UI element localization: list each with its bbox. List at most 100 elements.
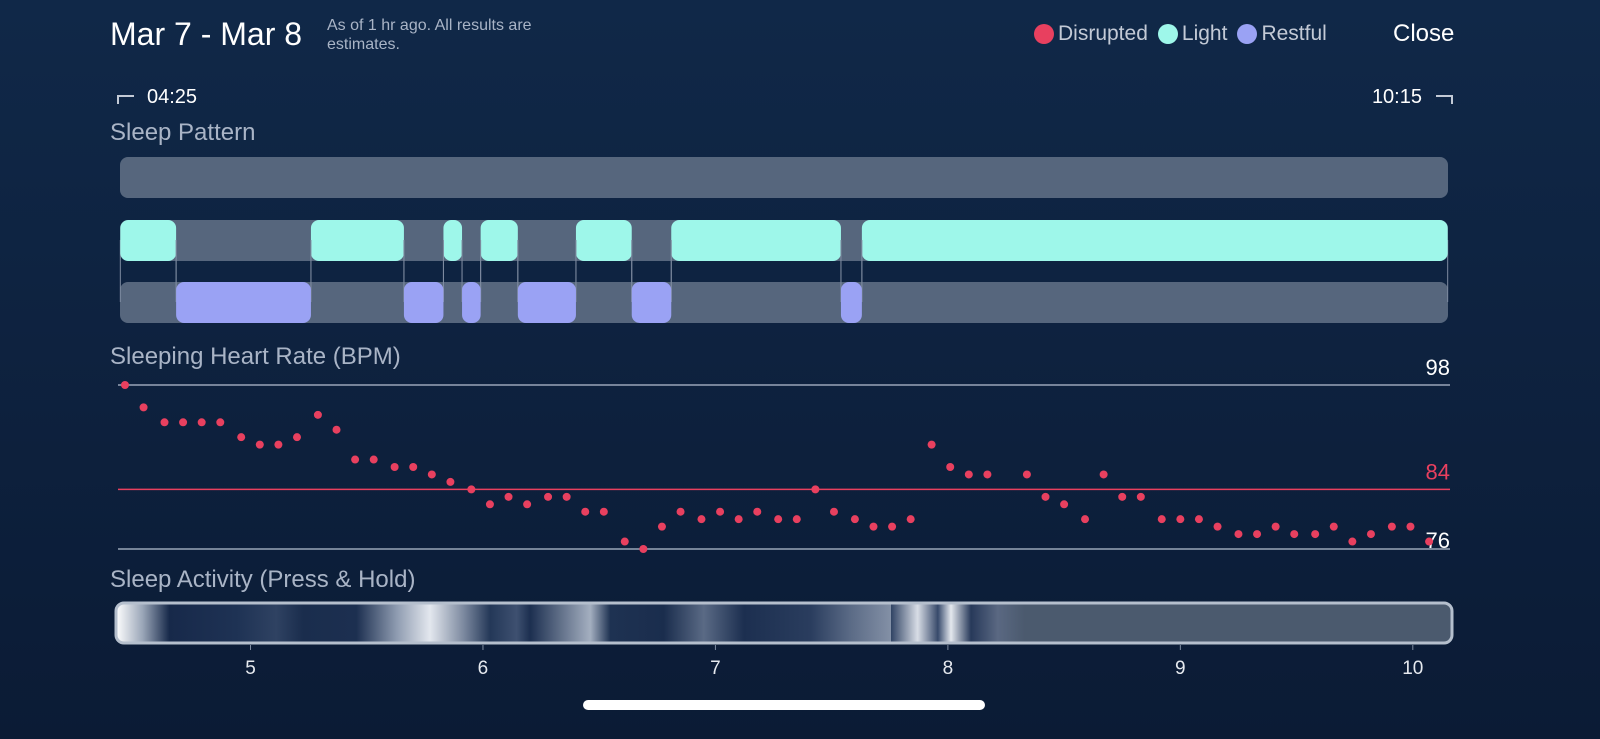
segment xyxy=(120,220,177,261)
heart-rate-point xyxy=(139,403,148,412)
heart-rate-point xyxy=(544,492,553,501)
heart-rate-point xyxy=(351,455,360,464)
legend-label: Restful xyxy=(1261,22,1327,45)
end-time: 10:15 xyxy=(1371,86,1422,108)
heart-rate-point xyxy=(446,477,455,486)
heart-rate-point xyxy=(1099,470,1108,479)
heart-rate-point xyxy=(774,515,783,524)
segment xyxy=(575,220,632,261)
heart-rate-point xyxy=(1387,522,1396,531)
segment xyxy=(840,282,862,323)
heart-rate-point xyxy=(946,463,955,471)
heart-rate-point xyxy=(811,485,820,494)
home-indicator xyxy=(583,700,985,710)
y-tick-label: 98 xyxy=(1426,355,1450,380)
segment xyxy=(671,220,841,261)
heart-rate-point xyxy=(1271,522,1280,531)
heart-rate-point xyxy=(888,522,897,531)
heart-rate-point xyxy=(485,500,494,509)
legend-label: Disrupted xyxy=(1058,22,1148,45)
heart-rate-point xyxy=(292,433,301,442)
section-title: Sleeping Heart Rate (BPM) xyxy=(110,343,401,370)
heart-rate-point xyxy=(620,537,629,546)
heart-rate-point xyxy=(1406,522,1415,531)
heart-rate-point xyxy=(1060,500,1069,509)
heart-rate-point xyxy=(599,507,608,516)
heart-rate-point xyxy=(562,492,571,501)
heart-rate-point xyxy=(927,440,936,449)
heart-rate-point xyxy=(255,440,264,449)
section-title: Sleep Activity (Press & Hold) xyxy=(110,566,416,593)
heart-rate-point xyxy=(964,470,973,479)
segment xyxy=(443,220,463,261)
segment xyxy=(462,282,481,323)
heart-rate-point xyxy=(216,418,225,427)
x-tick-label: 9 xyxy=(1175,658,1186,679)
heart-rate-point xyxy=(906,515,915,524)
heart-rate-point xyxy=(1136,492,1145,501)
heart-rate-point xyxy=(1348,537,1357,546)
heart-rate-point xyxy=(467,485,476,494)
legend: Disrupted Light Restful xyxy=(1034,22,1327,46)
segment xyxy=(176,282,311,323)
heart-rate-point xyxy=(1176,515,1185,524)
heart-rate-point xyxy=(1022,470,1031,479)
segment xyxy=(403,282,444,323)
heart-rate-point xyxy=(1253,530,1262,539)
heart-rate-point xyxy=(1290,530,1299,539)
heart-rate-point xyxy=(1329,522,1338,531)
heart-rate-point xyxy=(409,463,418,471)
x-tick-label: 5 xyxy=(245,658,256,679)
heart-rate-point xyxy=(792,515,801,524)
track xyxy=(120,282,1448,323)
legend-item: Disrupted xyxy=(1034,22,1148,46)
legend-item: Light xyxy=(1157,22,1227,46)
x-tick-label: 7 xyxy=(710,658,721,679)
heart-rate-point xyxy=(313,410,322,419)
close-button[interactable]: Close xyxy=(1393,20,1455,47)
heart-rate-point xyxy=(237,433,246,442)
x-tick-label: 6 xyxy=(478,658,489,679)
heart-rate-point xyxy=(427,470,436,479)
section-title: Sleep Pattern xyxy=(110,119,256,146)
heart-rate-point xyxy=(197,418,206,427)
legend-item: Restful xyxy=(1237,22,1327,46)
x-tick-label: 10 xyxy=(1402,658,1423,679)
heart-rate-point xyxy=(179,418,188,427)
legend-dot xyxy=(1237,24,1258,44)
segment xyxy=(310,220,404,261)
heart-rate-point xyxy=(1118,492,1127,501)
y-tick-label: 84 xyxy=(1426,459,1450,484)
heart-rate-point xyxy=(504,492,513,501)
heart-rate-point xyxy=(1213,522,1222,531)
heart-rate-point xyxy=(160,418,169,427)
heart-rate-point xyxy=(697,515,706,524)
note: As of 1 hr ago. All results are estimate… xyxy=(327,17,532,53)
segment xyxy=(631,282,672,323)
end-bracket xyxy=(1436,95,1453,104)
heart-rate-point xyxy=(120,381,129,389)
heart-rate-point xyxy=(581,507,590,516)
heart-rate-point xyxy=(829,507,838,516)
heart-rate-point xyxy=(1425,537,1434,546)
heart-rate-point xyxy=(657,522,666,531)
heart-rate-point xyxy=(369,455,378,464)
heart-rate-point xyxy=(734,515,743,524)
heart-rate-point xyxy=(1194,515,1203,524)
legend-dot xyxy=(1157,24,1178,44)
heart-rate-point xyxy=(753,507,762,516)
heart-rate-point xyxy=(1366,530,1375,539)
date-range: Mar 7 - Mar 8 xyxy=(110,16,303,52)
heart-rate-point xyxy=(1311,530,1320,539)
heart-rate-point xyxy=(850,515,859,524)
heart-rate-point xyxy=(1041,492,1050,501)
heart-rate-point xyxy=(869,522,878,531)
heart-rate-point xyxy=(1234,530,1243,539)
heart-rate-point xyxy=(639,545,648,553)
legend-dot xyxy=(1034,24,1054,44)
heart-rate-point xyxy=(1081,515,1090,524)
segment xyxy=(517,282,576,323)
heart-rate-point xyxy=(716,507,725,516)
heart-rate-point xyxy=(274,440,283,449)
